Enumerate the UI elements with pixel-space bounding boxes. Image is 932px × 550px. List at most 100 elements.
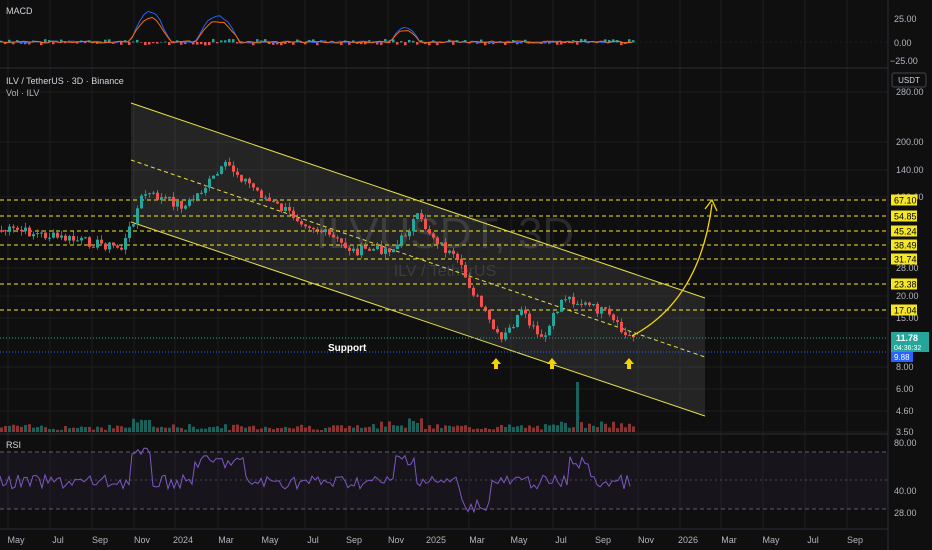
volume-bar	[616, 428, 619, 432]
candle-body	[404, 235, 407, 237]
macd-histogram-bar	[184, 42, 187, 45]
volume-bar	[36, 426, 39, 432]
macd-histogram-bar	[620, 42, 623, 46]
volume-bar	[260, 428, 263, 432]
candle-body	[96, 239, 99, 248]
candle-body	[480, 295, 483, 307]
volume-bar	[452, 426, 455, 432]
volume-bar	[524, 427, 527, 432]
candle-body	[152, 192, 155, 194]
current-price-value: 11.78	[896, 333, 918, 343]
candle-body	[16, 227, 19, 230]
candle-body	[320, 230, 323, 233]
macd-histogram-bar	[504, 42, 507, 46]
volume-bar	[480, 428, 483, 432]
macd-histogram-bar	[568, 42, 571, 43]
candle-body	[256, 187, 259, 191]
macd-histogram-bar	[516, 42, 519, 45]
volume-bar	[192, 426, 195, 432]
candle-body	[212, 175, 215, 179]
volume-bar	[148, 419, 151, 432]
volume-bar	[464, 425, 467, 432]
volume-bar	[244, 427, 247, 432]
candle-body	[300, 221, 303, 225]
volume-bar	[368, 426, 371, 432]
candle-body	[508, 327, 511, 333]
volume-bar	[576, 382, 579, 432]
candle-body	[372, 249, 375, 251]
volume-bar	[176, 427, 179, 432]
candle-body	[68, 235, 71, 241]
time-tick: Sep	[346, 535, 362, 545]
macd-histogram-bar	[576, 42, 579, 45]
volume-bar	[168, 427, 171, 432]
candle-body	[516, 314, 519, 328]
volume-bar	[444, 425, 447, 432]
macd-histogram-bar	[480, 39, 483, 43]
volume-bar	[364, 427, 367, 432]
volume-bar	[116, 425, 119, 432]
volume-bar	[60, 429, 63, 432]
candle-body	[432, 233, 435, 238]
volume-bar	[532, 427, 535, 432]
volume-bar	[196, 429, 199, 432]
candle-body	[20, 229, 23, 232]
candle-body	[388, 248, 391, 253]
candle-body	[324, 229, 327, 233]
time-tick: Nov	[134, 535, 151, 545]
current-price-tag	[891, 332, 929, 352]
macd-panel	[0, 10, 888, 46]
volume-bar	[528, 425, 531, 432]
volume-bar	[272, 429, 275, 432]
volume-bar	[268, 427, 271, 432]
volume-bar	[284, 426, 287, 432]
volume-bar	[596, 427, 599, 432]
candle-body	[200, 192, 203, 194]
macd-histogram-bar	[128, 42, 131, 45]
candle-body	[500, 332, 503, 340]
macd-histogram-bar	[136, 39, 139, 43]
volume-bar	[604, 423, 607, 432]
macd-histogram-bar	[584, 39, 587, 43]
candle-body	[536, 325, 539, 335]
volume-bar	[584, 427, 587, 432]
volume-bar	[396, 425, 399, 432]
candle-body	[460, 258, 463, 265]
macd-histogram-bar	[632, 40, 635, 43]
level-tag-label: 45.24	[894, 227, 917, 237]
volume-bar	[632, 426, 635, 432]
macd-histogram-bar	[608, 39, 611, 43]
candle-body	[240, 174, 243, 182]
volume-bars	[0, 382, 635, 432]
candle-body	[8, 226, 11, 231]
volume-bar	[324, 428, 327, 432]
candle-body	[192, 199, 195, 201]
currency-button[interactable]	[891, 72, 927, 88]
macd-histogram-bar	[40, 42, 43, 46]
candle-body	[568, 296, 571, 300]
volume-bar	[400, 425, 403, 432]
macd-histogram-bar	[520, 42, 523, 44]
time-tick: Nov	[388, 535, 405, 545]
candle-body	[136, 208, 139, 225]
candle-body	[304, 224, 307, 227]
currency-button-label[interactable]: USDT	[898, 76, 920, 85]
time-tick: Sep	[847, 535, 863, 545]
macd-histogram-bar	[376, 42, 379, 45]
volume-bar	[412, 420, 415, 432]
volume-bar	[580, 422, 583, 432]
volume-bar	[276, 428, 279, 432]
macd-histogram-bar	[360, 42, 363, 45]
macd-histogram-bar	[428, 42, 431, 46]
volume-bar	[132, 418, 135, 432]
candle-body	[596, 303, 599, 314]
channel-lower-line	[130, 221, 706, 417]
volume-bar	[52, 428, 55, 432]
volume-bar	[404, 427, 407, 432]
candle-body	[180, 200, 183, 209]
price-tick: 8.00	[896, 362, 914, 372]
time-tick: Mar	[721, 535, 737, 545]
volume-bar	[96, 426, 99, 432]
macd-histogram-bar	[8, 39, 11, 43]
